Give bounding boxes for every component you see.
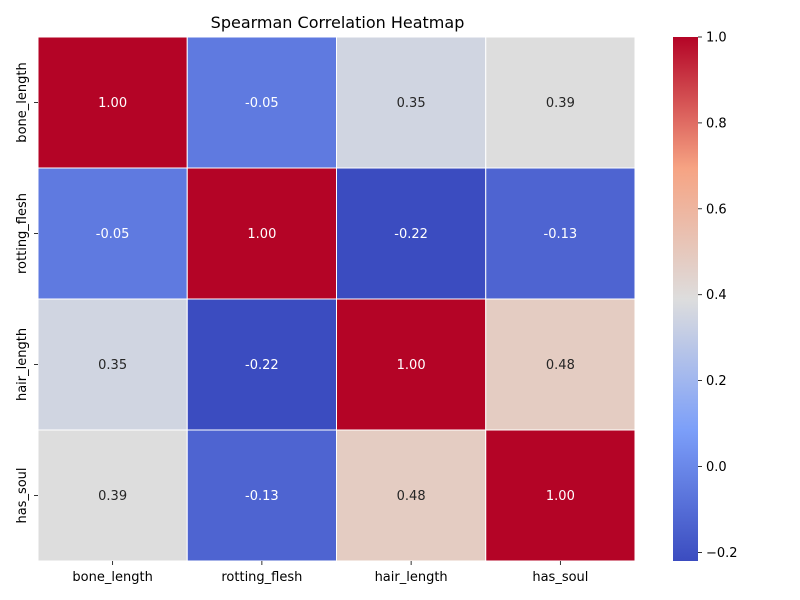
colorbar-gradient [673,37,698,561]
cell-annotation: -0.22 [245,358,279,373]
heatmap-cell [485,167,636,300]
heatmap-cell [336,429,487,562]
cell-annotation: 0.35 [397,96,426,111]
colorbar-tick-label: 0.6 [706,202,727,217]
cell-annotation: 0.48 [546,358,575,373]
cell-annotation: 0.48 [397,489,426,504]
y-tick-label: rotting_flesh [15,193,30,274]
heatmap-cell [186,298,337,431]
cell-annotation: -0.13 [544,227,578,242]
heatmap-cell [186,167,337,300]
colorbar-tick-label: 0.4 [706,288,727,303]
heatmap-cells: 1.00 -0.05 0.35 0.39 -0.05 1.00 -0.22 -0.13 0.35… [37,36,636,562]
colorbar-tick-label: 1.0 [706,31,727,46]
heatmap-cell [37,167,188,300]
heatmap-cell [485,36,636,169]
y-tick-label: has_soul [15,467,30,523]
colorbar-tick-label: 0.2 [706,374,727,389]
x-tick-label: bone_length [72,570,152,585]
x-axis: bone_length rotting_flesh hair_length has_s… [72,561,588,585]
heatmap-cell [336,36,487,169]
x-tick-label: hair_length [375,570,448,585]
cell-annotation: -0.13 [245,489,279,504]
heatmap-cell [37,429,188,562]
heatmap-cell [186,429,337,562]
cell-annotation: 1.00 [397,358,426,373]
colorbar-tick-label: −0.2 [706,546,738,561]
cell-annotation: 1.00 [247,227,276,242]
colorbar-tick-label: 0.0 [706,460,727,475]
cell-annotation: -0.05 [96,227,130,242]
cell-annotation: -0.05 [245,96,279,111]
colorbar: −0.2 0.0 0.2 0.4 0.6 0.8 1.0 [673,31,738,561]
x-tick-label: rotting_flesh [221,570,302,585]
chart-title: Spearman Correlation Heatmap [211,13,465,32]
x-tick-label: has_soul [532,570,588,585]
heatmap-cell [37,36,188,169]
cell-annotation: 1.00 [98,96,127,111]
heatmap-cell [485,298,636,431]
heatmap-cell [485,429,636,562]
cell-annotation: -0.22 [394,227,428,242]
y-tick-label: bone_length [15,62,30,142]
cell-annotation: 0.35 [98,358,127,373]
heatmap-cell [186,36,337,169]
y-axis: bone_length rotting_flesh hair_length has_s… [15,62,38,524]
cell-annotation: 0.39 [546,96,575,111]
cell-annotation: 1.00 [546,489,575,504]
y-tick-label: hair_length [15,328,30,401]
colorbar-tick-label: 0.8 [706,116,727,131]
cell-annotation: 0.39 [98,489,127,504]
